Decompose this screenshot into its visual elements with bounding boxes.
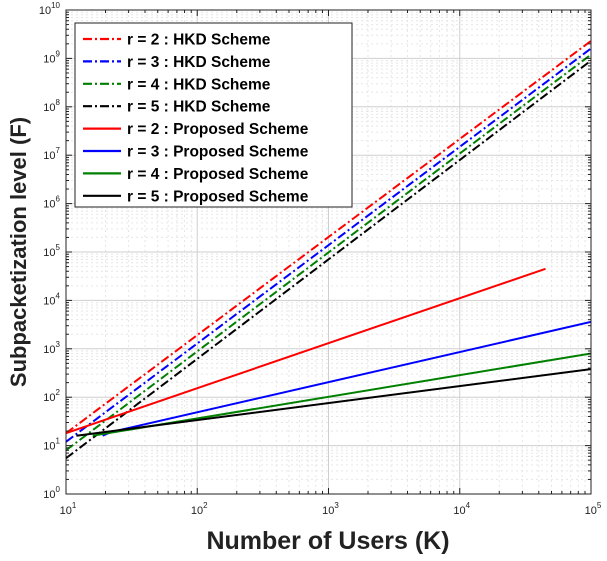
legend-label: r = 3 : HKD Scheme	[127, 54, 271, 71]
legend-label: r = 2 : HKD Scheme	[127, 32, 271, 49]
y-tick-label: 106	[43, 195, 60, 211]
y-tick-label: 104	[43, 291, 60, 307]
y-tick-label: 100	[43, 485, 60, 501]
legend-entries: r = 2 : HKD Scheme r = 3 : HKD Scheme r = …	[83, 32, 309, 205]
y-tick-label: 103	[43, 340, 60, 356]
legend-label: r = 2 : Proposed Scheme	[127, 121, 309, 138]
y-tick-label: 108	[43, 98, 60, 114]
legend: r = 2 : HKD Scheme r = 3 : HKD Scheme r = …	[74, 22, 353, 208]
y-tick-label: 107	[43, 146, 60, 162]
y-tick-label: 1010	[39, 1, 61, 17]
series-line	[66, 40, 591, 435]
legend-label: r = 3 : Proposed Scheme	[127, 144, 309, 161]
series-line	[66, 47, 591, 443]
x-tick-label: 102	[191, 501, 208, 517]
legend-label: r = 5 : HKD Scheme	[127, 99, 271, 116]
x-tick-labels: 101 102 103 104 105	[60, 501, 602, 517]
y-axis-label: Subpacketization level (F)	[6, 117, 31, 387]
legend-label: r = 4 : HKD Scheme	[127, 76, 271, 93]
axis-ticks	[65, 9, 592, 495]
x-axis-label: Number of Users (K)	[206, 527, 449, 555]
legend-label: r = 5 : Proposed Scheme	[127, 188, 309, 205]
x-tick-label: 104	[453, 501, 470, 517]
y-tick-label: 105	[43, 243, 60, 259]
series-lines	[66, 40, 591, 459]
x-tick-label: 101	[60, 501, 77, 517]
y-tick-labels: 100 101 102 103 104 105 106 107 108 109 1010	[39, 1, 61, 501]
series-line	[76, 368, 591, 437]
series-line	[66, 267, 546, 435]
y-tick-label: 109	[43, 49, 60, 65]
legend-box	[74, 22, 353, 208]
x-tick-label: 103	[322, 501, 339, 517]
x-tick-label: 105	[585, 501, 602, 517]
y-tick-label: 102	[43, 388, 60, 404]
y-tick-label: 101	[43, 437, 60, 453]
legend-label: r = 4 : Proposed Scheme	[127, 166, 309, 183]
series-line	[66, 53, 591, 452]
series-line	[66, 59, 591, 459]
